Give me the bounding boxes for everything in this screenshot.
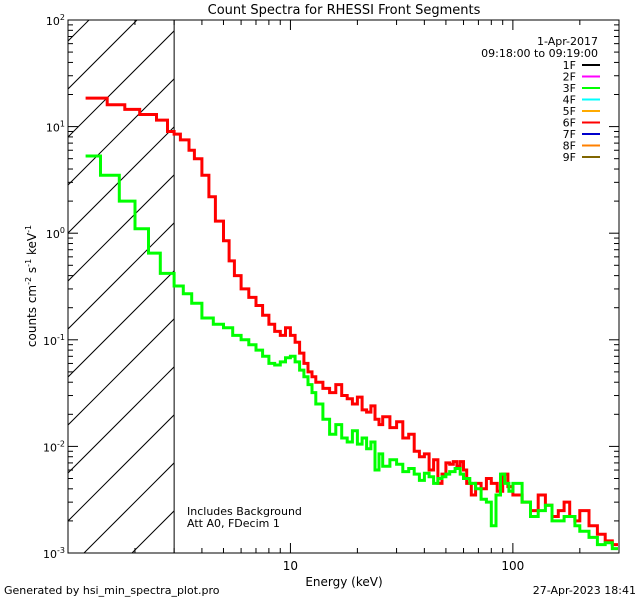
footer-timestamp: 27-Apr-2023 18:41 bbox=[533, 584, 636, 597]
x-tick-label: 10 bbox=[283, 559, 298, 573]
y-tick-label: 101 bbox=[46, 120, 65, 135]
legend-label-1F: 1F bbox=[563, 59, 576, 72]
series-clip-group bbox=[85, 96, 618, 551]
axes: 10 100 10-3 10-2 10-1 100 101 102 bbox=[43, 13, 620, 573]
chart-title: Count Spectra for RHESSI Front Segments bbox=[208, 3, 481, 18]
shaded-threshold-region bbox=[68, 20, 175, 553]
hatch-line bbox=[68, 222, 175, 330]
y-axis-label: counts cm-2 s-1 keV-1 bbox=[24, 225, 39, 347]
legend-label-6F: 6F bbox=[563, 117, 576, 130]
legend-label-2F: 2F bbox=[563, 71, 576, 84]
hatch-lines bbox=[68, 20, 175, 553]
header-time-range: 09:18:00 to 09:19:00 bbox=[481, 47, 598, 60]
hatch-line bbox=[68, 174, 175, 282]
legend-label-3F: 3F bbox=[563, 82, 576, 95]
series-6F bbox=[85, 96, 618, 547]
legend-label-9F: 9F bbox=[563, 151, 576, 164]
legend-label-8F: 8F bbox=[563, 140, 576, 153]
y-tick-label: 10-3 bbox=[43, 546, 65, 561]
plot-frame bbox=[67, 19, 620, 554]
hatch-line bbox=[68, 126, 175, 234]
hatch-line bbox=[68, 414, 175, 522]
hatch-line bbox=[68, 20, 138, 90]
legend-label-7F: 7F bbox=[563, 128, 576, 141]
y-tick-label: 100 bbox=[46, 226, 65, 241]
footer-generated-by: Generated by hsi_min_spectra_plot.pro bbox=[4, 584, 220, 597]
hatch-line bbox=[68, 30, 175, 138]
series-3F bbox=[85, 154, 618, 551]
annotation-background: Includes Background bbox=[187, 505, 302, 518]
x-tick-label: 100 bbox=[501, 559, 524, 573]
hatch-line bbox=[68, 366, 175, 474]
series-group bbox=[85, 96, 618, 551]
annotation-attenuator: Att A0, FDecim 1 bbox=[187, 517, 280, 530]
hatch-line bbox=[83, 462, 175, 553]
header-date: 1-Apr-2017 bbox=[537, 35, 598, 48]
x-axis-label: Energy (keV) bbox=[305, 575, 382, 589]
y-tick-label: 10-1 bbox=[43, 333, 65, 348]
y-tick-label: 102 bbox=[46, 13, 65, 28]
hatch-line bbox=[68, 78, 175, 186]
y-tick-label: 10-2 bbox=[43, 439, 65, 454]
legend-label-4F: 4F bbox=[563, 94, 576, 107]
hatch-line bbox=[68, 318, 175, 426]
legend-label-5F: 5F bbox=[563, 105, 576, 118]
hatch-line bbox=[68, 20, 90, 42]
